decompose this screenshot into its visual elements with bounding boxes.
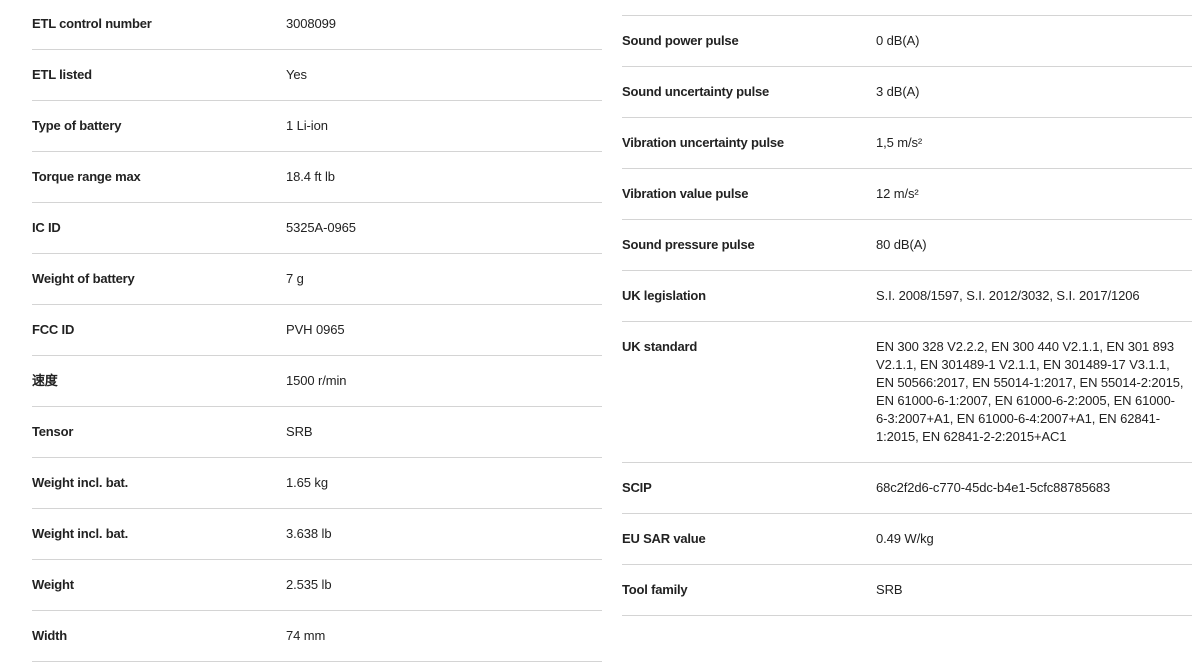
spec-label: Tool family bbox=[622, 582, 688, 597]
spec-row: Sound power pulse 0 dB(A) bbox=[622, 16, 1192, 67]
spec-label: Sound power pulse bbox=[622, 33, 739, 48]
spec-value: 1500 r/min bbox=[286, 373, 347, 388]
spec-row: Weight incl. bat. 1.65 kg bbox=[32, 458, 602, 509]
spec-value: PVH 0965 bbox=[286, 322, 345, 337]
spec-table-right: Sound power pulse 0 dB(A) Sound uncertaint… bbox=[622, 15, 1192, 616]
spec-row: UK legislation S.I. 2008/1597, S.I. 2012/… bbox=[622, 271, 1192, 322]
spec-label: Vibration uncertainty pulse bbox=[622, 135, 784, 150]
spec-row: Tool family SRB bbox=[622, 565, 1192, 616]
spec-value: 7 g bbox=[286, 271, 304, 286]
spec-value: EN 300 328 V2.2.2, EN 300 440 V2.1.1, EN… bbox=[876, 339, 1184, 444]
spec-value: 1.65 kg bbox=[286, 475, 328, 490]
spec-label: ETL listed bbox=[32, 67, 92, 82]
spec-label: Weight incl. bat. bbox=[32, 526, 129, 541]
spec-row: UK standard EN 300 328 V2.2.2, EN 300 440… bbox=[622, 322, 1192, 463]
spec-row: Vibration value pulse 12 m/s² bbox=[622, 169, 1192, 220]
spec-row: SCIP 68c2f2d6-c770-45dc-b4e1-5cfc88785683 bbox=[622, 463, 1192, 514]
spec-value: SRB bbox=[876, 582, 903, 597]
spec-row: Tensor SRB bbox=[32, 407, 602, 458]
spec-row: Vibration uncertainty pulse 1,5 m/s² bbox=[622, 118, 1192, 169]
spec-row: Weight of battery 7 g bbox=[32, 254, 602, 305]
spec-label: Weight bbox=[32, 577, 74, 592]
spec-value: 3008099 bbox=[286, 16, 336, 31]
spec-label: Sound pressure pulse bbox=[622, 237, 755, 252]
spec-label: UK standard bbox=[622, 339, 698, 354]
spec-row: Weight incl. bat. 3.638 lb bbox=[32, 509, 602, 560]
spec-value: S.I. 2008/1597, S.I. 2012/3032, S.I. 201… bbox=[876, 288, 1140, 303]
spec-value: 0 dB(A) bbox=[876, 33, 920, 48]
spec-label: EU SAR value bbox=[622, 531, 706, 546]
spec-label: Tensor bbox=[32, 424, 74, 439]
spec-value: 1 Li-ion bbox=[286, 118, 328, 133]
spec-label: Weight of battery bbox=[32, 271, 135, 286]
spec-label: Sound uncertainty pulse bbox=[622, 84, 770, 99]
spec-label: 速度 bbox=[32, 373, 58, 388]
spec-row: ETL listed Yes bbox=[32, 50, 602, 101]
spec-value: 5325A-0965 bbox=[286, 220, 356, 235]
spec-value: 3.638 lb bbox=[286, 526, 332, 541]
spec-value: 74 mm bbox=[286, 628, 326, 643]
spec-row: Weight 2.535 lb bbox=[32, 560, 602, 611]
spec-row: FCC ID PVH 0965 bbox=[32, 305, 602, 356]
spec-value: 80 dB(A) bbox=[876, 237, 927, 252]
spec-value: 2.535 lb bbox=[286, 577, 332, 592]
spec-label: Vibration value pulse bbox=[622, 186, 749, 201]
spec-value: 3 dB(A) bbox=[876, 84, 920, 99]
spec-label: Weight incl. bat. bbox=[32, 475, 129, 490]
spec-label: SCIP bbox=[622, 480, 652, 495]
spec-label: UK legislation bbox=[622, 288, 706, 303]
spec-row: Sound pressure pulse 80 dB(A) bbox=[622, 220, 1192, 271]
spec-value: 0.49 W/kg bbox=[876, 531, 934, 546]
spec-row: Type of battery 1 Li-ion bbox=[32, 101, 602, 152]
spec-row: EU SAR value 0.49 W/kg bbox=[622, 514, 1192, 565]
spec-value: Yes bbox=[286, 67, 307, 82]
spec-row: IC ID 5325A-0965 bbox=[32, 203, 602, 254]
spec-label: Width bbox=[32, 628, 67, 643]
spec-row: Torque range max 18.4 ft lb bbox=[32, 152, 602, 203]
spec-label: IC ID bbox=[32, 220, 61, 235]
spec-value: 68c2f2d6-c770-45dc-b4e1-5cfc88785683 bbox=[876, 480, 1111, 495]
spec-value: 18.4 ft lb bbox=[286, 169, 335, 184]
spec-value: SRB bbox=[286, 424, 313, 439]
spec-row: Width 74 mm bbox=[32, 611, 602, 662]
spec-label: ETL control number bbox=[32, 16, 152, 31]
spec-row: Sound uncertainty pulse 3 dB(A) bbox=[622, 67, 1192, 118]
spec-value: 1,5 m/s² bbox=[876, 135, 923, 150]
spec-label: Torque range max bbox=[32, 169, 141, 184]
spec-label: Type of battery bbox=[32, 118, 122, 133]
spec-value: 12 m/s² bbox=[876, 186, 919, 201]
spec-row: ETL control number 3008099 bbox=[32, 0, 602, 50]
spec-row: 速度 1500 r/min bbox=[32, 356, 602, 407]
spec-table-left: ETL control number 3008099 ETL listed Yes Ty… bbox=[32, 0, 602, 662]
spec-label: FCC ID bbox=[32, 322, 75, 337]
